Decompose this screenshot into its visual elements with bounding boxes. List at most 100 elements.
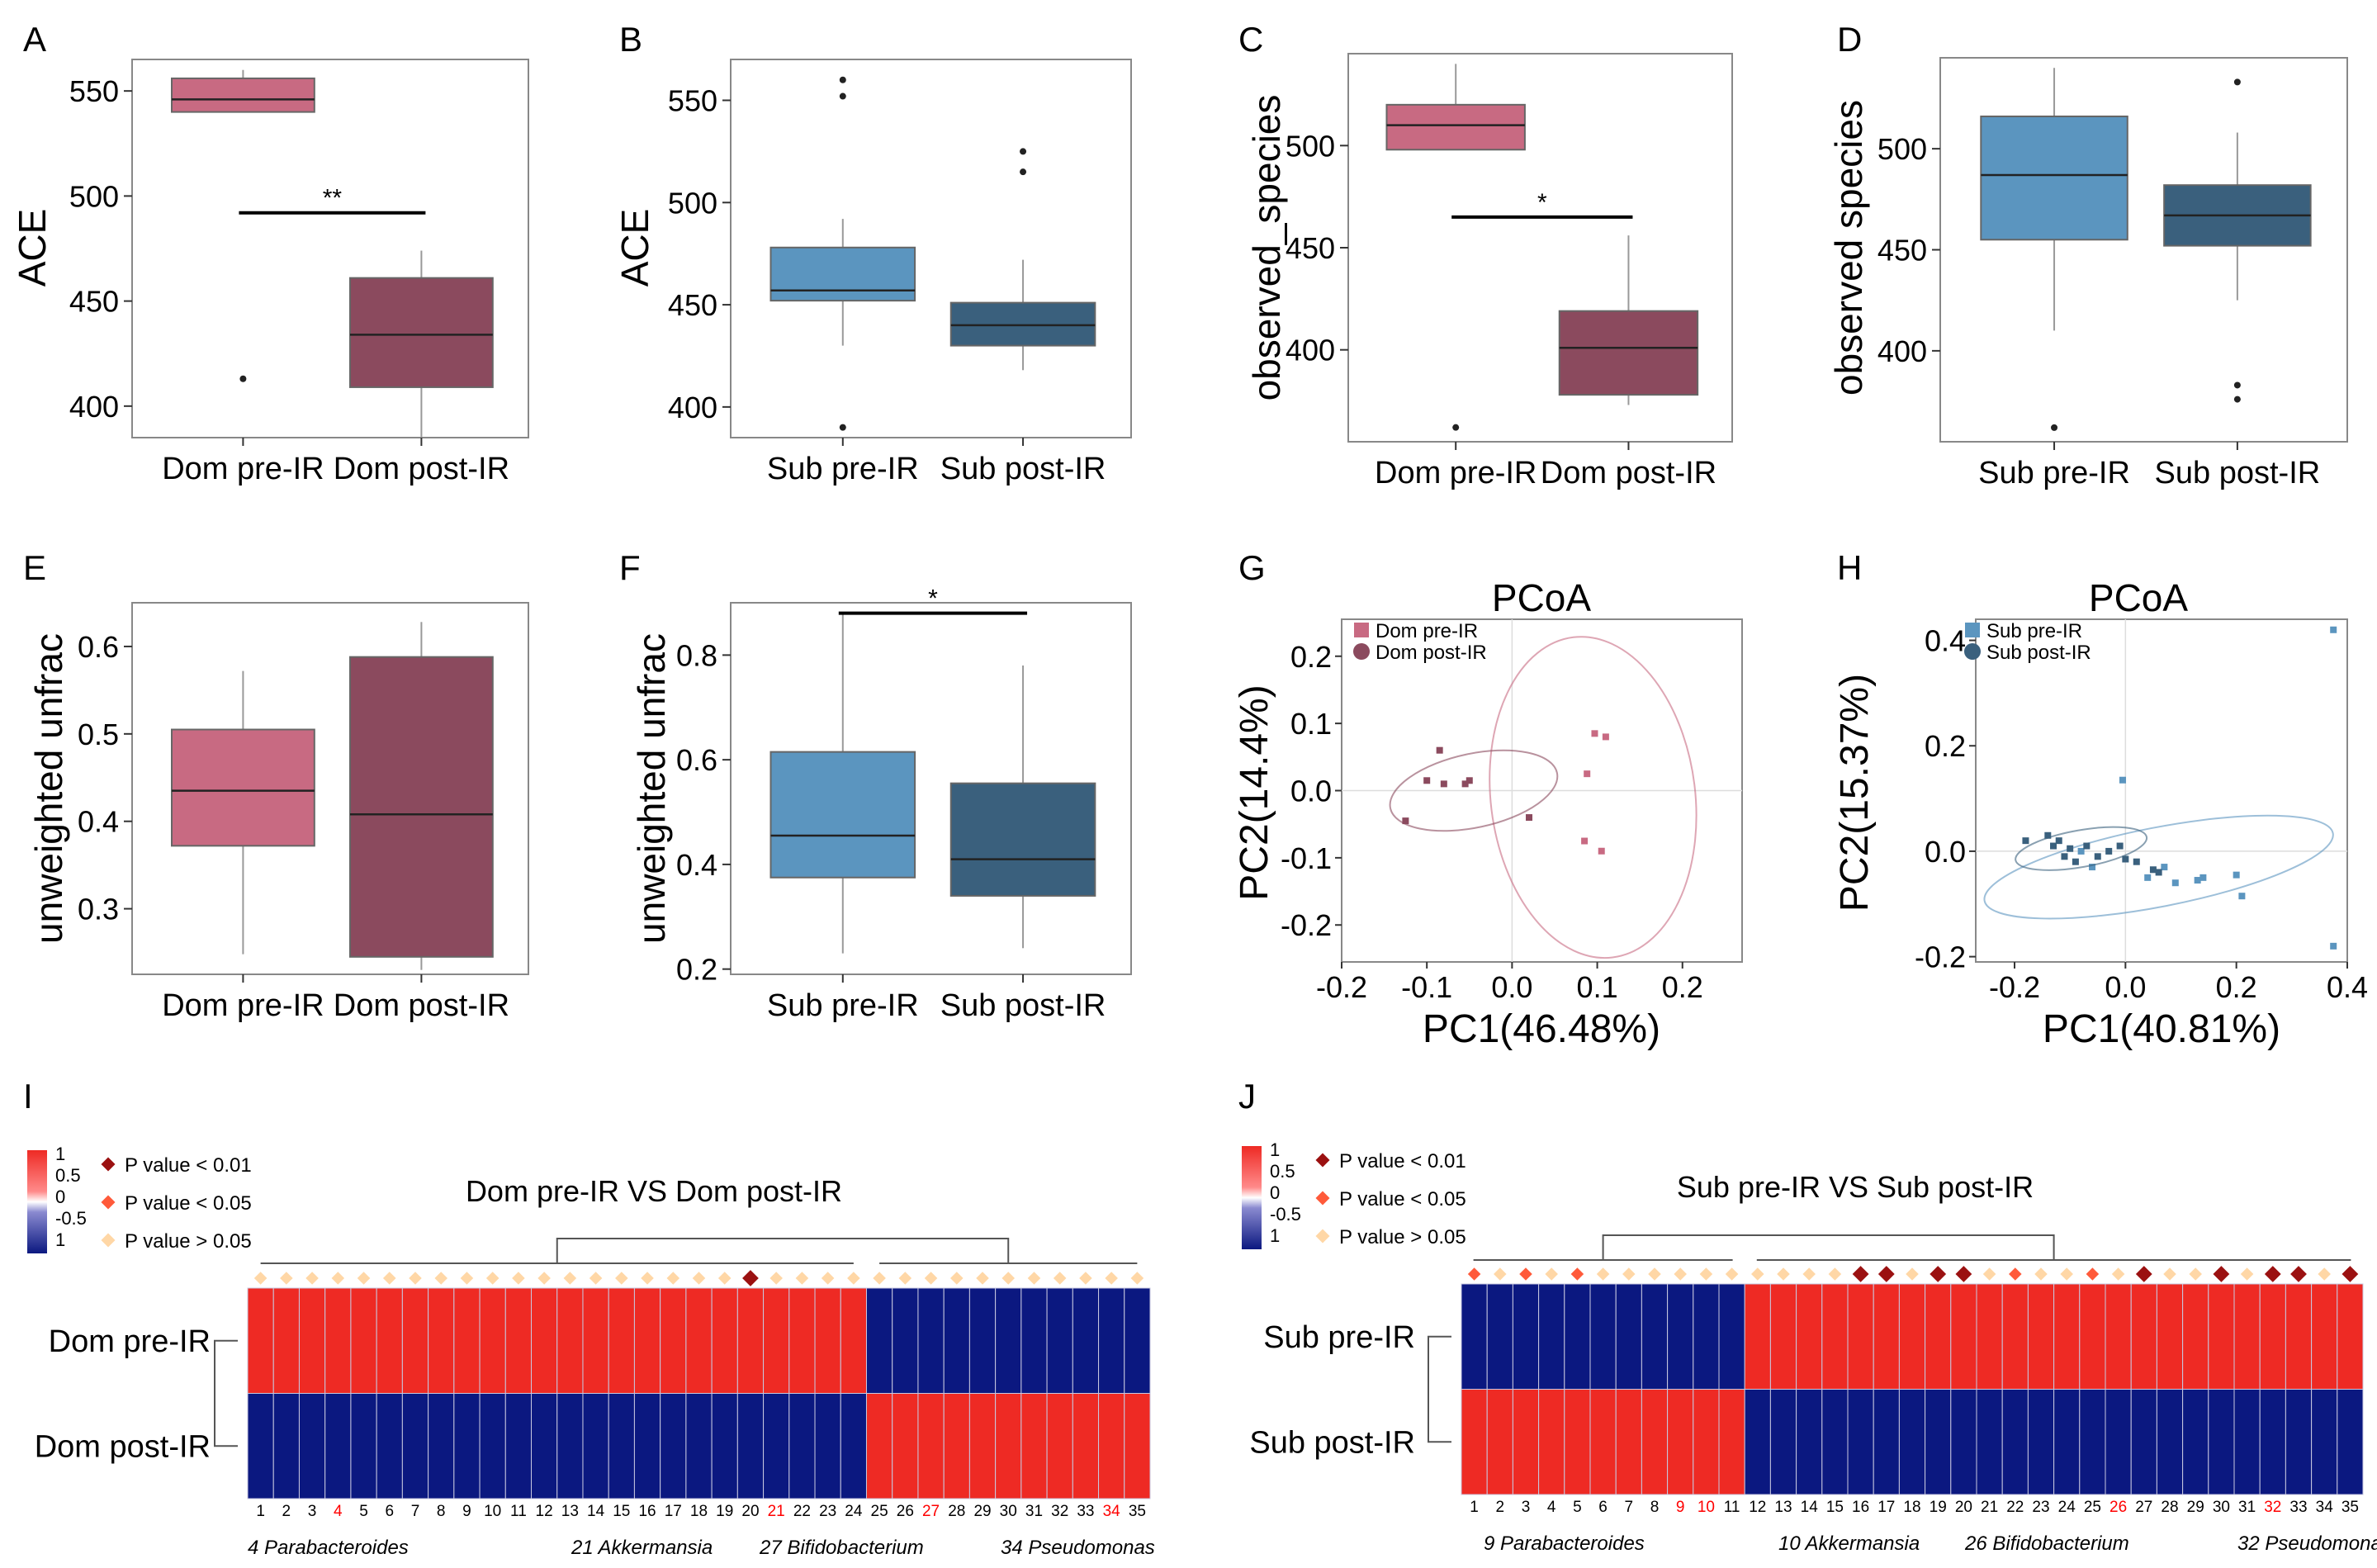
pvalue-marker <box>847 1272 860 1285</box>
scatter-point <box>2133 858 2140 865</box>
column-label: 24 <box>2058 1499 2076 1516</box>
pvalue-marker <box>1674 1267 1687 1281</box>
scatter-point <box>2061 853 2068 860</box>
heatmap-cell <box>2259 1389 2286 1495</box>
box-post <box>1558 310 1699 396</box>
y-tick-label: 0.5 <box>78 718 119 751</box>
color-scale-tick: 0.5 <box>55 1165 81 1186</box>
heatmap-cell <box>917 1393 945 1499</box>
y-tick-label: -0.2 <box>1915 940 1966 974</box>
heatmap-cell <box>1020 1287 1048 1394</box>
heatmap-cell <box>2337 1389 2364 1495</box>
heatmap-cell <box>453 1393 481 1499</box>
heatmap-cell <box>479 1393 506 1499</box>
box-post <box>349 277 494 388</box>
pvalue-marker <box>563 1272 577 1285</box>
scatter-point <box>2089 864 2096 871</box>
heatmap-cell <box>2311 1283 2338 1390</box>
panel-h: H PCoA -0.2 0.0 0.2 0.4 -0.2 0.0 0.2 0.4 PC1(40.81… <box>1833 548 2368 1051</box>
heatmap-cell <box>582 1287 609 1394</box>
color-scale-tick: 0 <box>1270 1182 1280 1203</box>
chart-title: PCoA <box>1492 576 1591 619</box>
x-tick-label: 0.2 <box>1662 970 1703 1004</box>
outlier-point <box>2051 424 2058 431</box>
y-tick-label: 500 <box>668 186 717 220</box>
box-pre <box>769 751 916 879</box>
color-scale-tick: 0.5 <box>1270 1161 1295 1182</box>
heatmap-cell <box>1847 1283 1874 1390</box>
y-tick-label: 500 <box>1877 132 1927 166</box>
heatmap-cell <box>350 1393 377 1499</box>
heatmap-cell <box>633 1393 661 1499</box>
column-label: 17 <box>1877 1499 1895 1516</box>
heatmap-cell <box>2053 1283 2081 1390</box>
scatter-point <box>2233 871 2240 879</box>
pvalue-marker <box>1130 1272 1144 1285</box>
scatter-point <box>1591 730 1598 737</box>
y-tick-label: 0.0 <box>1925 835 1966 869</box>
legend-swatch <box>1964 643 1981 660</box>
panel-a: A 400 450 500 550 ACE Dom pre-IR Dom post-IR ** <box>11 20 529 486</box>
heatmap-cell <box>531 1393 558 1499</box>
pvalue-marker <box>1053 1272 1067 1285</box>
column-label: 14 <box>587 1503 605 1520</box>
heatmap-cell <box>1072 1393 1100 1499</box>
pvalue-legend-marker <box>101 1157 116 1172</box>
column-label: 13 <box>1774 1499 1792 1516</box>
column-label: 28 <box>2161 1499 2178 1516</box>
column-label: 30 <box>2213 1499 2230 1516</box>
pvalue-legend-label: P value < 0.05 <box>1339 1188 1466 1210</box>
row-label: Dom post-IR <box>35 1429 211 1464</box>
heatmap-cell <box>633 1287 661 1394</box>
pvalue-marker <box>1777 1267 1790 1281</box>
heatmap-cell <box>1046 1393 1073 1499</box>
heatmap-cell <box>582 1393 609 1499</box>
pvalue-marker <box>1105 1272 1118 1285</box>
pvalue-legend-label: P value > 0.05 <box>1339 1226 1466 1248</box>
box-post <box>349 656 494 958</box>
heatmap-cell <box>1821 1389 1849 1495</box>
heatmap-cell <box>892 1287 919 1394</box>
color-scale-tick: -0.5 <box>1270 1204 1301 1225</box>
column-label: 11 <box>1724 1499 1740 1516</box>
plot-frame <box>1939 57 2348 443</box>
heatmap-cell <box>2233 1389 2261 1495</box>
confidence-ellipse <box>1389 749 1559 832</box>
heatmap-cell <box>2156 1389 2184 1495</box>
y-tick-label: 0.2 <box>676 953 717 987</box>
column-label: 9 <box>1676 1499 1685 1516</box>
heatmap-cell <box>788 1287 816 1394</box>
column-label: 11 <box>510 1503 527 1520</box>
heatmap-cell <box>1873 1283 1900 1390</box>
y-axis-label: observed_species <box>1245 95 1288 401</box>
x-axis-label: PC1(46.48%) <box>1423 1007 1660 1051</box>
heatmap-cell <box>2208 1283 2235 1390</box>
panel-b: B 400 450 500 550 ACE Sub pre-IR Sub post-IR <box>613 20 1132 486</box>
outlier-point <box>839 424 846 431</box>
y-tick-label: 450 <box>1286 231 1335 265</box>
heatmap-cell <box>272 1393 300 1499</box>
x-tick-label: 0.1 <box>1577 970 1618 1004</box>
y-tick-label: 500 <box>1286 129 1335 163</box>
y-tick-label: 0.2 <box>1290 640 1332 674</box>
column-label: 18 <box>690 1503 708 1520</box>
heatmap-cell <box>943 1287 970 1394</box>
column-label: 15 <box>613 1503 630 1520</box>
pvalue-marker <box>1982 1267 1996 1281</box>
heatmap-cell <box>1615 1389 1642 1495</box>
heatmap-cell <box>840 1393 867 1499</box>
taxon-caption: 9 Parabacteroides <box>1484 1532 1645 1555</box>
x-tick-label: Dom pre-IR <box>1375 456 1537 490</box>
heatmap-cell <box>1950 1389 1977 1495</box>
heatmap-cell <box>2337 1283 2364 1390</box>
heatmap-cell <box>736 1393 765 1499</box>
heatmap-cell <box>736 1287 765 1394</box>
row-dendrogram <box>1428 1335 1451 1443</box>
color-scale-tick: -0.5 <box>55 1208 87 1229</box>
column-label: 27 <box>922 1503 940 1520</box>
scatter-point <box>2044 831 2052 839</box>
panel-letter: I <box>23 1077 33 1116</box>
heatmap-cell <box>2105 1389 2132 1495</box>
